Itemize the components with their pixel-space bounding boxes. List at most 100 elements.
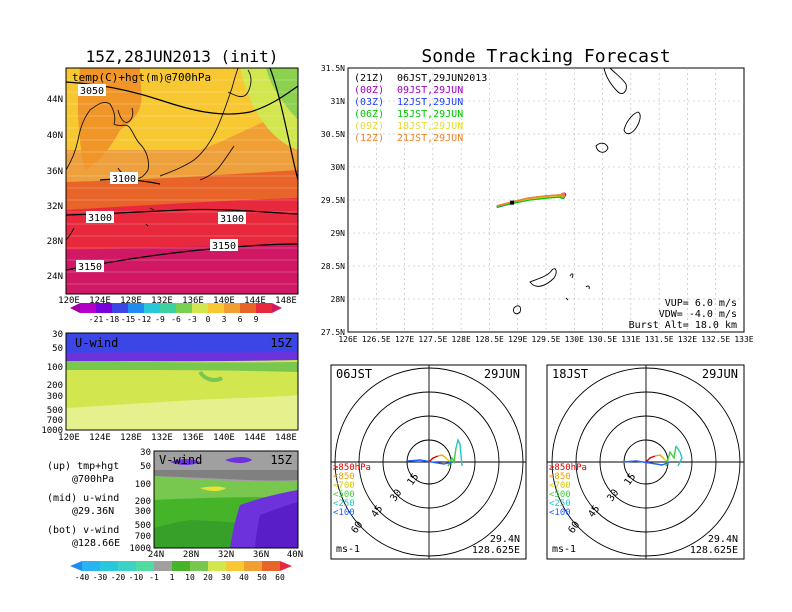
pressure-tick: 30 <box>52 330 63 340</box>
colorbar-tick: -30 <box>93 573 108 582</box>
level-850-label: ≥850hPa <box>333 463 371 473</box>
track-title: Sonde Tracking Forecast <box>421 46 670 67</box>
hodo-left-level-legend: ≥850hPa <850 <700 <500 <250 <100 <box>333 463 371 518</box>
lat-tick: 24N <box>148 550 164 560</box>
lon-tick: 144E <box>244 296 266 306</box>
colorbar-tick: 3 <box>222 315 227 324</box>
coastline-outline <box>65 67 252 241</box>
uwind-time: 15Z <box>270 336 292 350</box>
legend-run-09z: (09Z) <box>354 121 384 132</box>
track-series <box>496 192 567 209</box>
colorbar-tick: -15 <box>121 315 136 324</box>
level-lt700-label: <700 <box>549 481 571 491</box>
pressure-tick: 700 <box>135 532 151 542</box>
pressure-tick: 100 <box>47 363 63 373</box>
note-bot-line2: @128.66E <box>72 538 120 549</box>
track-grid <box>348 68 744 332</box>
hodo-left-lon: 128.625E <box>472 545 520 556</box>
lon-tick: 148E <box>275 433 297 443</box>
legend-run-00z: (00Z) <box>354 85 384 96</box>
lat-tick: 28N <box>183 550 199 560</box>
colorbar-tick: -21 <box>89 315 104 324</box>
contour-label-3100-north: 3100 <box>112 174 136 185</box>
lat-tick: 24N <box>47 272 63 282</box>
lon-tick: 140E <box>213 296 235 306</box>
level-lt850-label: <850 <box>549 472 571 482</box>
lon-tick: 132E <box>151 296 173 306</box>
lon-tick: 132E <box>151 433 173 443</box>
lat-tick: 44N <box>47 95 63 105</box>
pressure-tick: 500 <box>47 406 63 416</box>
pressure-tick: 100 <box>135 480 151 490</box>
level-lt100-label: <100 <box>333 508 355 518</box>
vwind-p-ticks: 30 50 100 200 300 500 700 1000 <box>129 448 151 554</box>
pressure-tick: 200 <box>47 381 63 391</box>
pressure-tick: 1000 <box>129 544 151 554</box>
note-mid-line1: (mid) u-wind <box>47 493 119 504</box>
burst-point <box>560 192 566 197</box>
contour-label-3100-east: 3100 <box>220 214 244 225</box>
lon-tick: 128E <box>120 296 142 306</box>
colorbar-tick: -40 <box>75 573 90 582</box>
colorbar-tick: -10 <box>129 573 144 582</box>
lat-tick: 27.5N <box>321 328 345 337</box>
left-map-panel: 3050 3100 3100 3100 3150 3150 temp(C)+hg… <box>47 67 299 306</box>
top-colorbar-ticks: -21 -18 -15 -12 -9 -6 -3 0 3 6 9 <box>89 315 259 324</box>
lat-tick: 32N <box>218 550 234 560</box>
note-up-line1: (up) tmp+hgt <box>47 461 119 472</box>
hodo-right-trace <box>622 445 683 467</box>
colorbar-tick: 60 <box>275 573 285 582</box>
lat-tick: 30.5N <box>321 130 345 139</box>
lon-tick: 128E <box>452 335 471 344</box>
hodo-left-lat: 29.4N <box>490 534 520 545</box>
hodo-right-date: 29JUN <box>702 367 738 381</box>
note-up-line2: @700hPa <box>72 474 114 485</box>
lat-tick: 31.5N <box>321 64 345 73</box>
pressure-tick: 300 <box>47 392 63 402</box>
lon-tick: 140E <box>213 433 235 443</box>
lon-tick: 131.5E <box>645 335 674 344</box>
pressure-tick: 300 <box>135 507 151 517</box>
lat-tick: 28N <box>331 295 346 304</box>
lat-tick: 32N <box>47 202 63 212</box>
lon-tick: 126E <box>338 335 357 344</box>
left-map-lon-ticks: 120E 124E 128E 132E 136E 140E 144E 148E <box>58 296 297 306</box>
hodo-right-lat: 29.4N <box>708 534 738 545</box>
level-850-label: ≥850hPa <box>549 463 587 473</box>
pressure-tick: 50 <box>140 462 151 472</box>
pressure-tick: 700 <box>47 416 63 426</box>
hodograph-right: 15 30 45 60 18JST 29JUN ≥850hPa <850 <70… <box>546 364 745 560</box>
lon-tick: 133E <box>734 335 753 344</box>
level-lt250-label: <250 <box>333 499 355 509</box>
lon-tick: 136E <box>182 296 204 306</box>
lat-tick: 40N <box>47 131 63 141</box>
level-lt850-label: <850 <box>333 472 355 482</box>
legend-time-12z: 21JST,29JUN <box>397 133 463 144</box>
track-series-line <box>496 195 562 208</box>
lat-tick: 40N <box>287 550 303 560</box>
colorbar-tick: -18 <box>105 315 120 324</box>
lon-tick: 120E <box>58 433 80 443</box>
colorbar-tick: 0 <box>206 315 211 324</box>
legend-time-21z: 06JST,29JUN2013 <box>397 73 487 84</box>
lat-tick: 29.5N <box>321 196 345 205</box>
lat-tick: 36N <box>253 550 269 560</box>
legend-run-06z: (06Z) <box>354 109 384 120</box>
colorbar-tick: 20 <box>203 573 213 582</box>
contour-labels: 3050 3100 3100 3100 3150 3150 <box>76 84 246 273</box>
vwind-time: 15Z <box>270 453 292 467</box>
colorbar-tick: 1 <box>170 573 175 582</box>
lon-tick: 136E <box>182 433 204 443</box>
track-lat-ticks: 31.5N 31N 30.5N 30N 29.5N 29N 28.5N 28N 27.5N <box>321 64 345 337</box>
hodo-right-unit: ms-1 <box>552 544 576 555</box>
left-map-title: 15Z,28JUN2013 (init) <box>86 47 279 66</box>
colorbar-tick: -12 <box>137 315 152 324</box>
level-lt500-label: <500 <box>549 490 571 500</box>
legend-run-12z: (12Z) <box>354 133 384 144</box>
colorbar-tick: -20 <box>111 573 126 582</box>
bottom-colorbar-ticks: -40 -30 -20 -10 -1 1 10 20 30 40 50 60 <box>75 573 285 582</box>
lon-tick: 124E <box>89 433 111 443</box>
lon-tick: 126.5E <box>362 335 391 344</box>
colorbar-tick: -6 <box>171 315 181 324</box>
